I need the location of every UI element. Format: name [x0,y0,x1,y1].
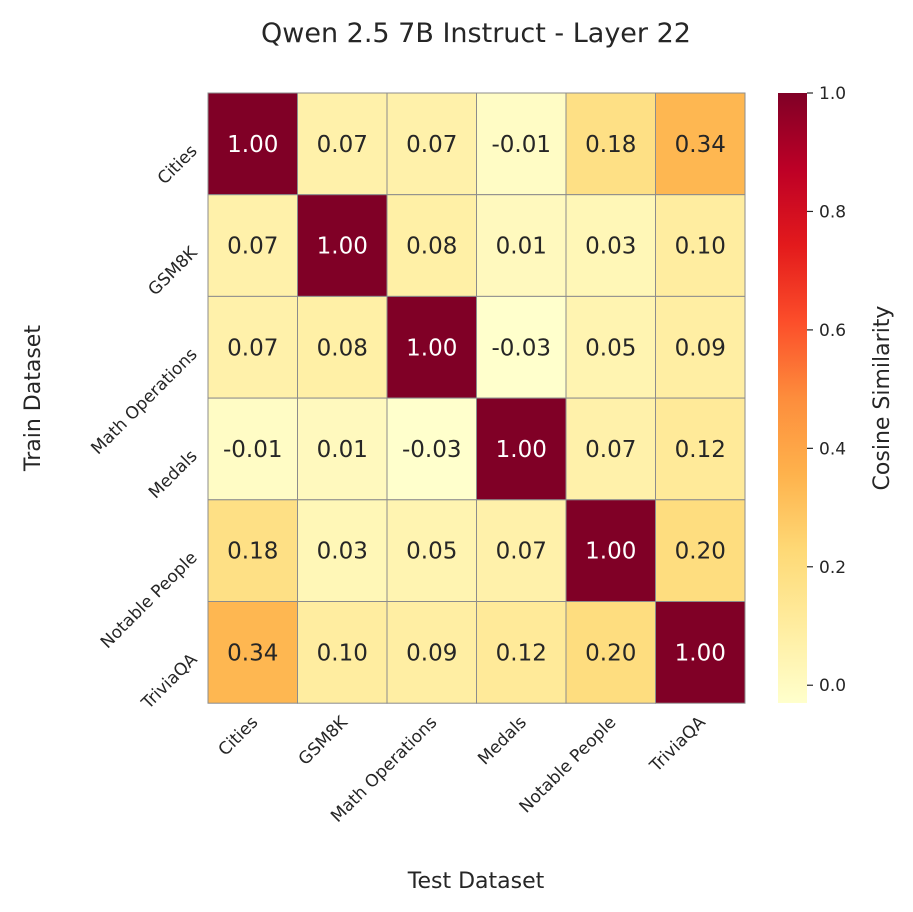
heatmap-cell [207,295,298,399]
heatmap-cell [476,601,567,704]
heatmap-cell [476,92,567,196]
cell-value-label: 1.00 [227,132,278,158]
cell-value-label: 0.18 [585,132,636,158]
heatmap-cell [476,295,567,399]
heatmap-cell [386,397,477,501]
x-tick-label: Medals [474,712,531,769]
heatmap-cell [655,92,746,196]
y-tick-label: TriviaQA [137,649,201,713]
colorbar-tick-label: 0.8 [819,202,846,222]
cell-value-label: 0.10 [317,640,368,666]
heatmap-cell [207,601,298,704]
colorbar-label: Cosine Similarity [870,306,895,491]
colorbar-ticks: 0.0 0.2 0.4 0.6 0.8 1.0 [807,84,846,696]
cell-value-label: 0.09 [675,335,726,361]
colorbar-tick-label: 0.0 [819,676,846,696]
cell-value-label: 0.18 [227,539,278,565]
y-tick-label: Math Operations [87,345,201,459]
cell-value-label: -0.03 [491,335,551,361]
heatmap-cell [297,92,388,196]
cell-value-label: 0.01 [496,234,547,260]
y-tick-label: GSM8K [145,242,203,300]
cell-value-label: 0.20 [585,640,636,666]
cell-value-label: 0.10 [675,234,726,260]
chart-title: Qwen 2.5 7B Instruct - Layer 22 [261,18,691,49]
cell-value-label: 1.00 [496,437,547,463]
heatmap-cell [565,601,656,704]
cell-value-label: 1.00 [675,640,726,666]
cell-value-label: 0.20 [675,539,726,565]
colorbar-tick-label: 0.6 [819,321,846,341]
cell-value-label: 1.00 [317,234,368,260]
cell-value-label: 0.07 [227,335,278,361]
x-tick-label: Notable People [516,713,621,818]
heatmap-cell [297,295,388,399]
heatmap-cell [476,194,567,297]
heatmap-cell [655,397,746,501]
cell-value-label: 0.12 [675,437,726,463]
heatmap-cell-labels: 1.00 0.07 0.07 -0.01 0.18 0.34 0.07 1.00 0.08 0.0… [223,132,726,666]
heatmap-cell [207,92,298,196]
colorbar-tick-label: 0.2 [819,558,846,578]
cell-value-label: 0.07 [406,132,457,158]
x-tick-label: Cities [215,713,263,761]
heatmap-cell [655,499,746,602]
colorbar [778,93,807,703]
x-tick-label: TriviaQA [646,712,710,776]
heatmap-cell [565,92,656,196]
heatmap-cell [386,295,477,399]
heatmap-cell [565,397,656,501]
cell-value-label: 0.07 [585,437,636,463]
heatmap-cell [297,397,388,501]
cell-value-label: 0.01 [317,437,368,463]
colorbar-tick-label: 0.4 [819,439,846,459]
cell-value-label: -0.01 [491,132,551,158]
heatmap-cell [565,295,656,399]
heatmap-cell [207,397,298,501]
cell-value-label: 0.34 [227,640,278,666]
heatmap-cell [655,194,746,297]
heatmap-cell [207,499,298,602]
heatmap-cell [476,499,567,602]
cell-value-label: 0.05 [406,539,457,565]
heatmap-cell [655,295,746,399]
cell-value-label: -0.03 [402,437,462,463]
heatmap-cell [297,194,388,297]
cell-value-label: 0.07 [227,234,278,260]
cell-value-label: 0.03 [585,234,636,260]
cell-value-label: -0.01 [223,437,283,463]
colorbar-tick-label: 1.0 [819,84,846,104]
heatmap-cell [386,499,477,602]
y-tick-label: Cities [154,141,202,189]
cell-value-label: 0.09 [406,640,457,666]
x-axis-label: Test Dataset [407,869,545,894]
x-tick-label: GSM8K [295,712,353,770]
cell-value-label: 0.08 [317,335,368,361]
cell-value-label: 0.12 [496,640,547,666]
heatmap-cells [207,92,746,704]
heatmap-cell [565,499,656,602]
heatmap-cell [655,601,746,704]
y-axis-label: Train Dataset [21,325,46,472]
y-tick-label: Medals [145,446,202,503]
cell-value-label: 0.34 [675,132,726,158]
cell-value-label: 1.00 [406,335,457,361]
cell-value-label: 0.07 [317,132,368,158]
cell-value-label: 0.08 [406,234,457,260]
y-tick-label: Notable People [97,548,202,653]
cell-value-label: 0.03 [317,539,368,565]
heatmap-cell [386,92,477,196]
cell-value-label: 1.00 [585,539,636,565]
cell-value-label: 0.05 [585,335,636,361]
heatmap-cell [476,397,567,501]
cell-value-label: 0.07 [496,539,547,565]
